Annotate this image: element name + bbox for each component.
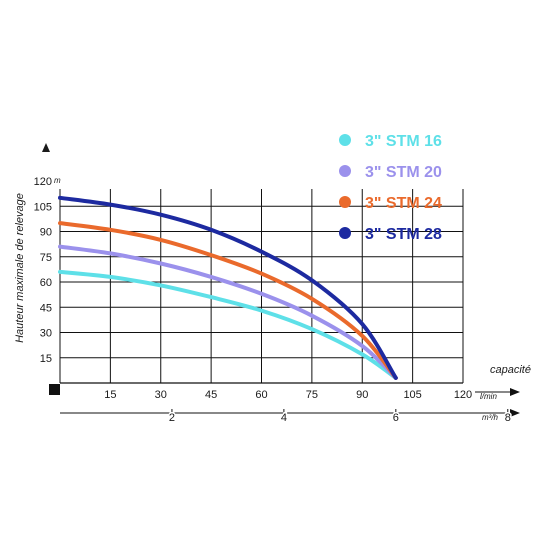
legend-marker — [339, 134, 351, 146]
legend: 3" STM 16 3" STM 20 3" STM 24 3" STM 28 — [339, 133, 442, 243]
series-line — [58, 195, 398, 380]
axes: 15 30 45 60 75 90 105 120 15 30 45 60 75 90 105 120 2 4 6 8 — [34, 176, 520, 425]
secondary-x-tick-label: 8 — [505, 412, 511, 424]
x-tick-label: 120 — [454, 389, 472, 401]
legend-label: 3" STM 16 — [365, 133, 442, 150]
origin-marker — [49, 384, 60, 395]
y-tick-label: 105 — [34, 201, 52, 213]
series-line — [58, 221, 398, 380]
x-axis-unit-primary: l/min — [480, 392, 497, 401]
legend-label: 3" STM 24 — [365, 195, 442, 212]
y-tick-label: 60 — [40, 277, 52, 289]
legend-marker — [339, 165, 351, 177]
x-tick-label: 60 — [255, 389, 267, 401]
y-tick-label: 15 — [40, 353, 52, 365]
series-line — [58, 244, 398, 380]
x-tick-label: 45 — [205, 389, 217, 401]
x-axis-unit-secondary: m³/h — [482, 413, 499, 422]
curves — [58, 195, 398, 380]
x-axis-title: capacité — [490, 364, 531, 376]
x-tick-label: 105 — [403, 389, 421, 401]
x-axis-arrow-icon — [510, 388, 520, 396]
x-tick-label: 90 — [356, 389, 368, 401]
y-axis-unit: m — [54, 176, 61, 185]
legend-marker — [339, 227, 351, 239]
y-tick-label: 120 — [34, 176, 52, 188]
x-tick-label: 75 — [306, 389, 318, 401]
secondary-x-tick-label: 4 — [281, 412, 287, 424]
y-axis-arrow-icon — [42, 143, 50, 152]
secondary-x-tick-label: 2 — [169, 412, 175, 424]
y-axis-title: Hauteur maximale de relevage — [14, 193, 26, 343]
secondary-x-tick-label: 6 — [393, 412, 399, 424]
y-tick-label: 30 — [40, 328, 52, 340]
legend-label: 3" STM 28 — [365, 226, 442, 243]
y-tick-label: 45 — [40, 302, 52, 314]
y-tick-label: 75 — [40, 252, 52, 264]
x-tick-label: 15 — [104, 389, 116, 401]
secondary-x-axis-arrow-icon — [510, 409, 520, 417]
legend-label: 3" STM 20 — [365, 164, 442, 181]
x-tick-label: 30 — [155, 389, 167, 401]
legend-marker — [339, 196, 351, 208]
y-tick-label: 90 — [40, 227, 52, 239]
grid — [59, 189, 464, 384]
series-line — [58, 269, 398, 380]
